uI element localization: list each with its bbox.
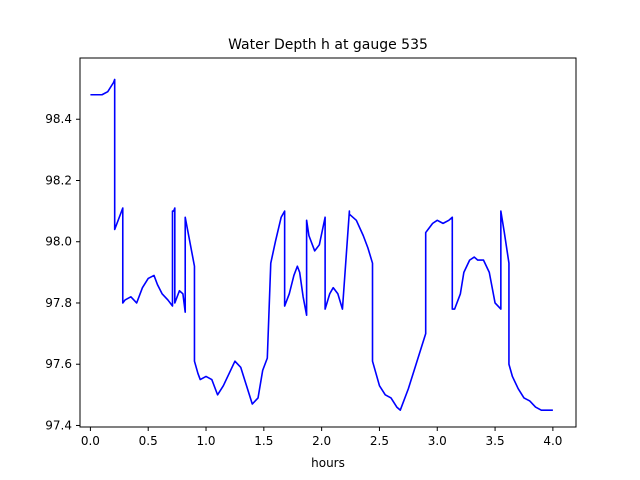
x-tick-label: 4.0: [543, 434, 562, 448]
x-tick-label: 1.0: [196, 434, 215, 448]
plot-area: [79, 57, 577, 428]
y-tick-label: 98.4: [45, 112, 72, 126]
y-axis: 97.4 97.6 97.8 98.0 98.2 98.4: [45, 112, 80, 432]
chart-title: Water Depth h at gauge 535: [228, 37, 428, 53]
x-tick-label: 1.5: [254, 434, 273, 448]
x-tick-label: 0.5: [139, 434, 158, 448]
y-tick-label: 97.4: [45, 418, 72, 432]
series-layer: [90, 78, 553, 411]
y-tick-label: 97.8: [45, 296, 72, 310]
x-tick-label: 3.0: [428, 434, 447, 448]
y-tick-label: 98.2: [45, 173, 72, 187]
x-tick-label: 0.0: [81, 434, 100, 448]
plot-frame: [79, 57, 577, 428]
x-tick-label: 3.5: [486, 434, 505, 448]
x-tick-label: 2.5: [370, 434, 389, 448]
y-tick-label: 97.6: [45, 357, 72, 371]
x-tick-label: 2.0: [312, 434, 331, 448]
y-tick-label: 98.0: [45, 235, 72, 249]
series-line-0: [90, 78, 553, 411]
x-axis-label: hours: [311, 456, 345, 470]
plot-background: [80, 58, 576, 427]
x-axis: 0.0 0.5 1.0 1.5 2.0 2.5 3.0 3.5 4.0: [81, 427, 562, 448]
